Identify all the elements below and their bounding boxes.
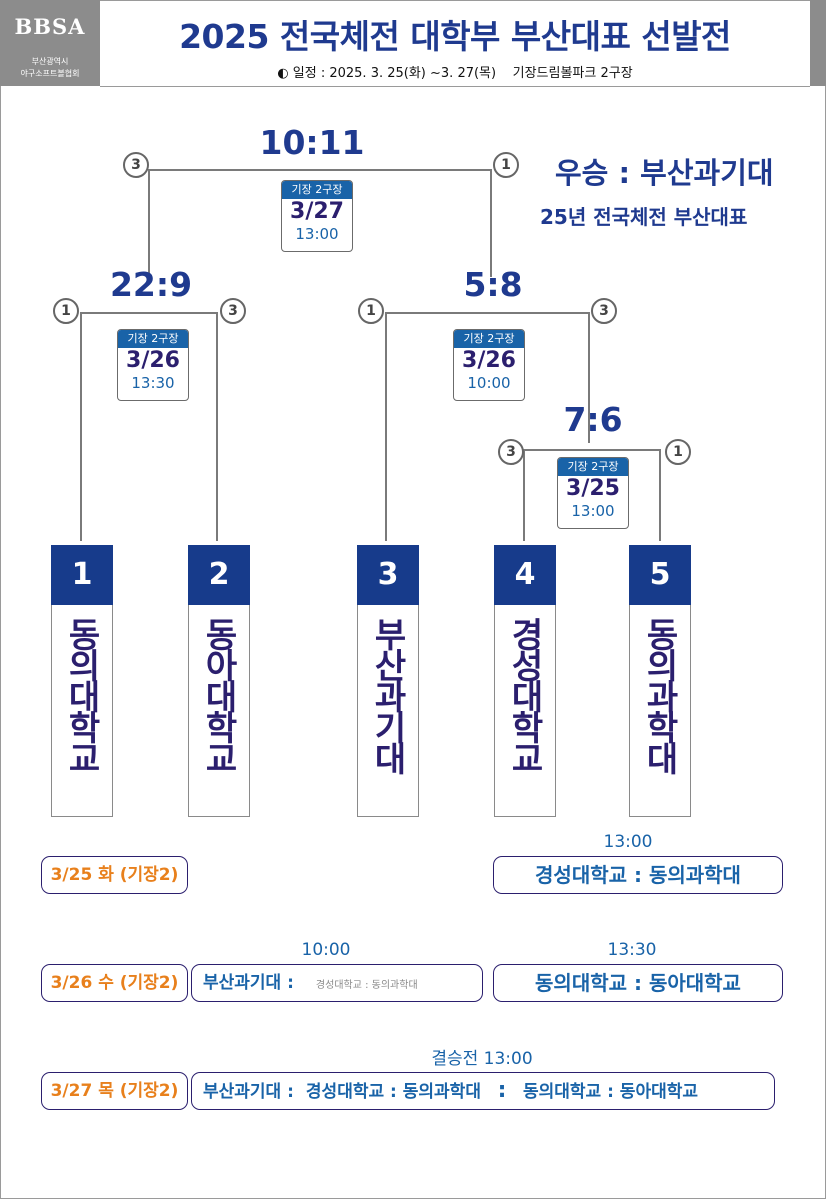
team-number: 2 <box>188 545 250 605</box>
semi-right-score: 5:8 <box>463 265 523 304</box>
semi-left-time: 13:30 <box>131 374 175 392</box>
final-date: 3/27 <box>290 199 344 224</box>
day3-match2: 동의대학교 : 동아대학교 <box>522 1082 699 1102</box>
schedule-info: ◐ 일정 : 2025. 3. 25(화) ~3. 27(목) 기장드림볼파크 … <box>277 66 633 81</box>
team-name-box: 동아대학교 <box>188 605 250 817</box>
team-name-box: 동의과학대 <box>629 605 691 817</box>
bracket-first-round-line <box>523 449 661 541</box>
logo-text: BBSA <box>14 14 86 39</box>
day2-time-right: 13:30 <box>607 940 657 960</box>
bracket-final-line <box>148 169 492 277</box>
team-card-1: 1 동의대학교 <box>51 545 113 817</box>
team-name: 경성대학교 <box>504 617 544 772</box>
first-round-venue: 기장 2구장 <box>558 458 628 476</box>
first-round-right-seed: 1 <box>665 439 691 465</box>
day3-colon: : <box>497 1078 507 1103</box>
day3-game: 부산과기대 : 경성대학교 : 동의과학대: 동의대학교 : 동아대학교 <box>191 1072 775 1110</box>
page-title: 2025 전국체전 대학부 부산대표 선발전 <box>179 17 731 56</box>
day1-label: 3/25 화 (기장2) <box>41 856 188 894</box>
semi-left-right-seed: 3 <box>220 298 246 324</box>
team-name: 동아대학교 <box>198 617 238 772</box>
first-round-date: 3/25 <box>566 476 620 501</box>
semi-right-match-box: 기장 2구장 3/26 10:00 <box>453 329 525 401</box>
day1-time: 13:00 <box>603 832 653 852</box>
logo-subtitle-city: 부산광역시 <box>31 57 69 66</box>
day2-game-right: 동의대학교 : 동아대학교 <box>493 964 783 1002</box>
first-round-match-box: 기장 2구장 3/25 13:00 <box>557 457 629 529</box>
first-round-score: 7:6 <box>563 400 623 439</box>
champion-subtitle: 25년 전국체전 부산대표 <box>540 205 748 229</box>
semi-right-venue: 기장 2구장 <box>454 330 524 348</box>
header: 2025 전국체전 대학부 부산대표 선발전 ◐ 일정 : 2025. 3. 2… <box>100 0 810 87</box>
team-number: 5 <box>629 545 691 605</box>
day2-time-left: 10:00 <box>301 940 351 960</box>
champion-title: 우승 : 부산과기대 <box>555 156 774 190</box>
day3-team: 부산과기대 : <box>203 1082 294 1102</box>
final-time: 13:00 <box>295 225 339 243</box>
first-round-time: 13:00 <box>571 502 615 520</box>
semi-right-left-seed: 1 <box>358 298 384 324</box>
team-card-5: 5 동의과학대 <box>629 545 691 817</box>
final-right-seed: 1 <box>493 152 519 178</box>
day3-match1: 경성대학교 : 동의과학대 <box>305 1082 481 1102</box>
day3-time: 결승전 13:00 <box>431 1049 533 1069</box>
bracket-semi-right-line <box>385 312 590 541</box>
day1-game: 경성대학교 : 동의과학대 <box>493 856 783 894</box>
day2-team: 부산과기대 : <box>203 973 294 993</box>
team-number: 3 <box>357 545 419 605</box>
logo-subtitle-association: 야구소프트볼협회 <box>20 69 80 78</box>
final-venue: 기장 2구장 <box>282 181 352 199</box>
semi-left-date: 3/26 <box>126 348 180 373</box>
semi-left-venue: 기장 2구장 <box>118 330 188 348</box>
day2-label: 3/26 수 (기장2) <box>41 964 188 1002</box>
team-name-box: 동의대학교 <box>51 605 113 817</box>
team-card-3: 3 부산과기대 <box>357 545 419 817</box>
logo: BBSA 부산광역시 야구소프트볼협회 <box>0 0 100 86</box>
team-name: 부산과기대 <box>367 617 407 772</box>
team-name-box: 부산과기대 <box>357 605 419 817</box>
semi-left-match-box: 기장 2구장 3/26 13:30 <box>117 329 189 401</box>
team-card-2: 2 동아대학교 <box>188 545 250 817</box>
bracket-semi-left-line <box>80 312 218 541</box>
day2-game-left: 부산과기대 : 경성대학교 : 동의과학대 <box>191 964 483 1002</box>
team-card-4: 4 경성대학교 <box>494 545 556 817</box>
final-left-seed: 3 <box>123 152 149 178</box>
header-strip <box>810 0 826 86</box>
final-match-box: 기장 2구장 3/27 13:00 <box>281 180 353 252</box>
semi-right-right-seed: 3 <box>591 298 617 324</box>
team-number: 1 <box>51 545 113 605</box>
first-round-left-seed: 3 <box>498 439 524 465</box>
semi-right-time: 10:00 <box>467 374 511 392</box>
semi-right-date: 3/26 <box>462 348 516 373</box>
team-name: 동의대학교 <box>61 617 101 772</box>
day2-opponent: 경성대학교 : 동의과학대 <box>315 980 418 991</box>
semi-left-score: 22:9 <box>109 265 193 304</box>
team-name-box: 경성대학교 <box>494 605 556 817</box>
semi-left-left-seed: 1 <box>53 298 79 324</box>
final-score: 10:11 <box>259 123 365 162</box>
team-number: 4 <box>494 545 556 605</box>
team-name: 동의과학대 <box>639 617 679 772</box>
day3-label: 3/27 목 (기장2) <box>41 1072 188 1110</box>
